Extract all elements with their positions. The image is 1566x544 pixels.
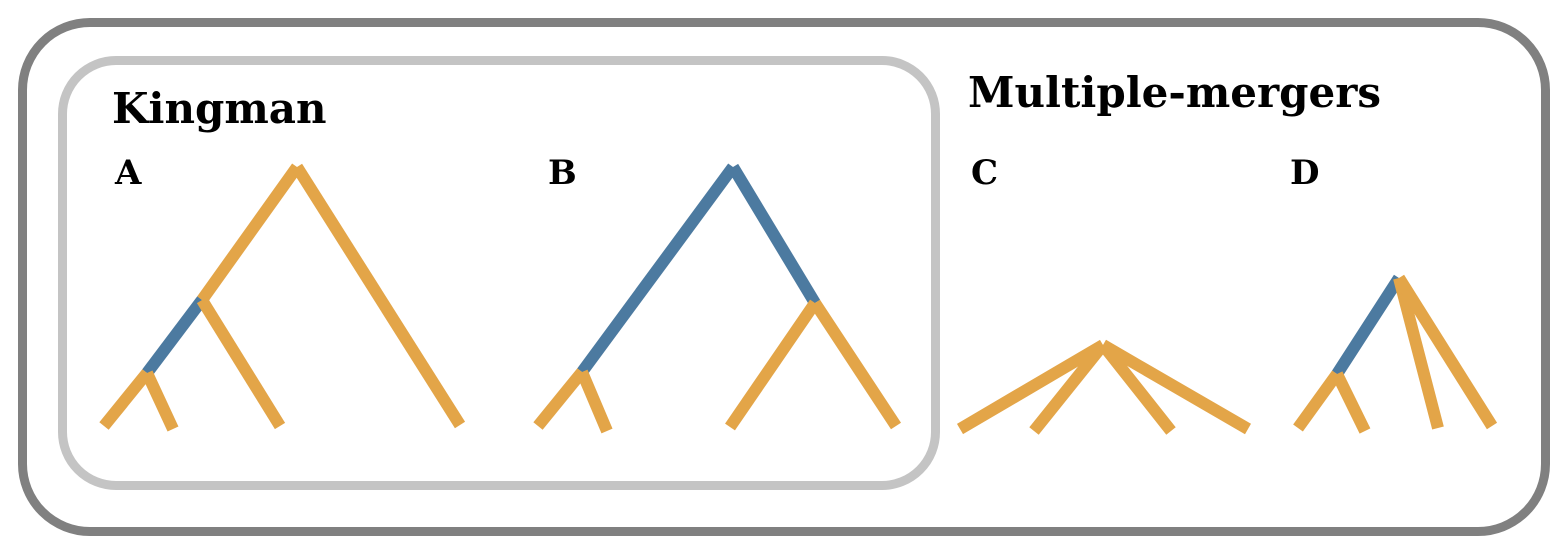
tree-a-leaf-1 [99, 369, 152, 430]
tree-b-root-left-branch [577, 163, 738, 376]
panel-label-b: B [548, 153, 577, 193]
tree-a-leaf-2 [141, 370, 179, 432]
tree-d-leaf-2 [1331, 371, 1371, 434]
tree-a-mid-right-branch [196, 296, 286, 430]
tree-c [956, 339, 1252, 435]
tree-b-leaf-2 [576, 369, 613, 434]
kingman-heading: Kingman [112, 84, 327, 133]
tree-a [99, 163, 466, 432]
tree-a-root-left-branch [197, 163, 302, 304]
tree-d-root-branch-2 [1393, 276, 1444, 430]
tree-d [1293, 274, 1498, 434]
tree-c-branch-1 [956, 339, 1107, 435]
tree-b [533, 163, 902, 434]
tree-a-internal-highlight-branch [142, 296, 207, 377]
panel-label-a: A [115, 153, 142, 193]
tree-d-root-branch-3 [1393, 274, 1498, 430]
tree-c-branch-3 [1098, 341, 1176, 435]
tree-d-highlight-branch [1331, 274, 1405, 378]
tree-b-root-right-branch [727, 163, 821, 307]
tree-b-right-internal-branch [809, 299, 902, 430]
tree-b-leaf-1 [533, 368, 587, 430]
tree-c-branch-2 [1029, 341, 1108, 435]
tree-a-root-right-branch [291, 163, 466, 429]
tree-b-right-mid-leaf [725, 299, 820, 431]
outer-frame [18, 18, 1550, 536]
tree-c-branch-4 [1099, 339, 1252, 435]
multiple-mergers-heading: Multiple-mergers [968, 68, 1381, 117]
panel-label-c: C [971, 153, 999, 193]
panel-label-d: D [1290, 153, 1320, 193]
tree-d-leaf-1 [1293, 370, 1342, 432]
kingman-frame [58, 56, 940, 490]
